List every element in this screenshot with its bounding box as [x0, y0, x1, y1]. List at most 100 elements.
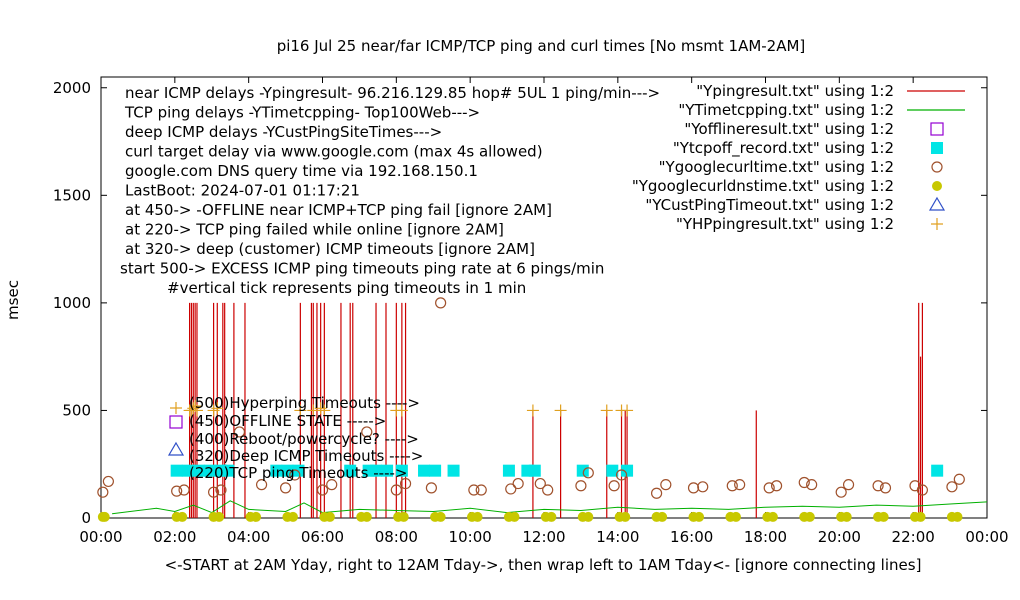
- dns-time-dot: [99, 511, 110, 522]
- legend-plus-icon: [931, 218, 943, 230]
- curl-time-circle: [534, 477, 546, 490]
- curl-time-circle: [361, 426, 373, 438]
- curl-time-circle: [512, 477, 524, 490]
- dns-time-dot: [361, 511, 372, 522]
- curl-time-circle: [726, 480, 738, 492]
- dns-time-dot: [177, 511, 188, 522]
- info-line-10: #vertical tick represents ping timeouts …: [167, 279, 526, 297]
- dns-time-dot: [509, 511, 520, 522]
- tcp-off-square: [222, 464, 235, 477]
- x-tick-label: 20:00: [818, 528, 861, 546]
- curl-time-circle: [399, 477, 412, 490]
- tcp-off-square: [528, 464, 541, 477]
- legend-label-1: "YTimetcpping.txt" using 1:2: [678, 101, 894, 119]
- curl-time-circle: [233, 426, 246, 438]
- tcp-off-square: [203, 464, 216, 477]
- dns-time-dot: [657, 511, 668, 522]
- dns-time-dot: [915, 511, 926, 522]
- dns-time-dot: [546, 511, 557, 522]
- curl-time-circle: [316, 484, 329, 496]
- info-line-8: at 320-> deep (customer) ICMP timeouts […: [125, 240, 535, 258]
- info-line-7: at 220-> TCP ping failed while online [i…: [125, 221, 504, 239]
- curl-time-circle: [650, 487, 663, 499]
- hp-ping-plus: [554, 404, 567, 417]
- legend-label-3: "Ytcpoff_record.txt" using 1:2: [673, 139, 894, 158]
- tcp-off-square: [192, 464, 205, 477]
- info-line-1: TCP ping delays -YTimetcpping- Top100Web…: [124, 104, 480, 122]
- tcp-off-square: [576, 464, 589, 477]
- curl-time-circle: [953, 473, 965, 485]
- marker-label-2: (400)Reboot/powercycle? ---->: [189, 430, 419, 448]
- legend-label-2: "Yofflineresult.txt" using 1:2: [684, 120, 894, 138]
- x-tick-label: 12:00: [522, 528, 565, 546]
- curl-time-circle: [734, 479, 746, 491]
- x-tick-label: 08:00: [375, 528, 418, 546]
- marker-label-3: (320)Deep ICMP Timeouts ---->: [189, 447, 423, 465]
- tcp-ping-line: [112, 500, 988, 515]
- tcp-off-square: [370, 464, 383, 477]
- curl-time-circle: [326, 479, 338, 491]
- chart-title: pi16 Jul 25 near/far ICMP/TCP ping and c…: [277, 37, 806, 55]
- tcp-off-square: [502, 464, 515, 477]
- x-tick-label: 22:00: [892, 528, 935, 546]
- curl-time-circle: [279, 482, 292, 494]
- deep-icmp-key-icon: [167, 441, 185, 456]
- legend-filled-square-icon: [931, 142, 943, 154]
- curl-time-circle: [798, 476, 810, 489]
- curl-time-circle: [207, 486, 220, 498]
- tcp-off-square: [170, 464, 183, 477]
- curl-time-circle: [97, 486, 109, 498]
- x-tick-label: 02:00: [153, 528, 196, 546]
- y-tick-label: 500: [62, 401, 91, 419]
- curl-time-circle: [215, 484, 227, 496]
- marker-label-0: (500)Hyperping Timeouts ---->: [189, 394, 420, 412]
- dns-time-dot: [952, 511, 963, 522]
- info-line-9: start 500-> EXCESS ICMP ping timeouts pi…: [120, 260, 604, 278]
- tcp-off-square: [931, 464, 944, 477]
- legend-filled-circle-icon: [932, 181, 942, 191]
- curl-time-circle: [660, 479, 672, 491]
- info-line-3: curl target delay via www.google.com (ma…: [125, 143, 543, 161]
- x-tick-label: 00:00: [965, 528, 1008, 546]
- x-tick-label: 18:00: [744, 528, 787, 546]
- dns-time-dot: [767, 511, 778, 522]
- curl-time-circle: [542, 484, 554, 496]
- curl-time-circle: [879, 482, 892, 494]
- dns-time-dot: [583, 511, 594, 522]
- legend-label-0: "Ypingresult.txt" using 1:2: [696, 82, 894, 100]
- tcp-off-square: [270, 464, 283, 477]
- curl-time-circle: [835, 486, 847, 498]
- hp-ping-plus: [211, 402, 224, 415]
- dns-time-dot: [324, 511, 335, 522]
- tcp-off-square: [395, 464, 408, 477]
- tcp-off-square: [606, 464, 619, 477]
- tcp-off-square: [621, 464, 634, 477]
- curl-time-circle: [763, 482, 775, 494]
- curl-time-circle: [425, 482, 438, 494]
- dns-time-dot: [398, 511, 409, 522]
- curl-time-circle: [505, 483, 517, 495]
- hp-ping-plus: [600, 404, 613, 417]
- info-line-4: google.com DNS query time via 192.168.15…: [125, 162, 478, 180]
- curl-time-circle: [608, 480, 620, 492]
- x-tick-label: 00:00: [79, 528, 122, 546]
- curl-time-circle: [687, 482, 700, 494]
- curl-time-circle: [289, 469, 301, 481]
- curl-time-circle: [697, 481, 709, 493]
- x-tick-label: 10:00: [449, 528, 492, 546]
- tcp-off-square: [344, 464, 357, 477]
- curl-time-circle: [582, 467, 594, 479]
- x-tick-label: 06:00: [301, 528, 344, 546]
- legend-label-6: "YCustPingTimeout.txt" using 1:2: [645, 196, 894, 214]
- info-line-2: deep ICMP delays -YCustPingSiteTimes--->: [125, 123, 442, 141]
- y-axis-label: msec: [4, 280, 22, 320]
- offline-key-icon: [169, 415, 183, 429]
- curl-time-circle: [946, 481, 958, 493]
- curl-time-circle: [102, 475, 114, 488]
- hyperping-key-icon: [170, 402, 182, 414]
- series-3: [97, 297, 965, 499]
- legend-label-5: "Ygooglecurldnstime.txt" using 1:2: [632, 177, 894, 195]
- tcp-off-square: [429, 464, 442, 477]
- tcp-off-square: [418, 464, 431, 477]
